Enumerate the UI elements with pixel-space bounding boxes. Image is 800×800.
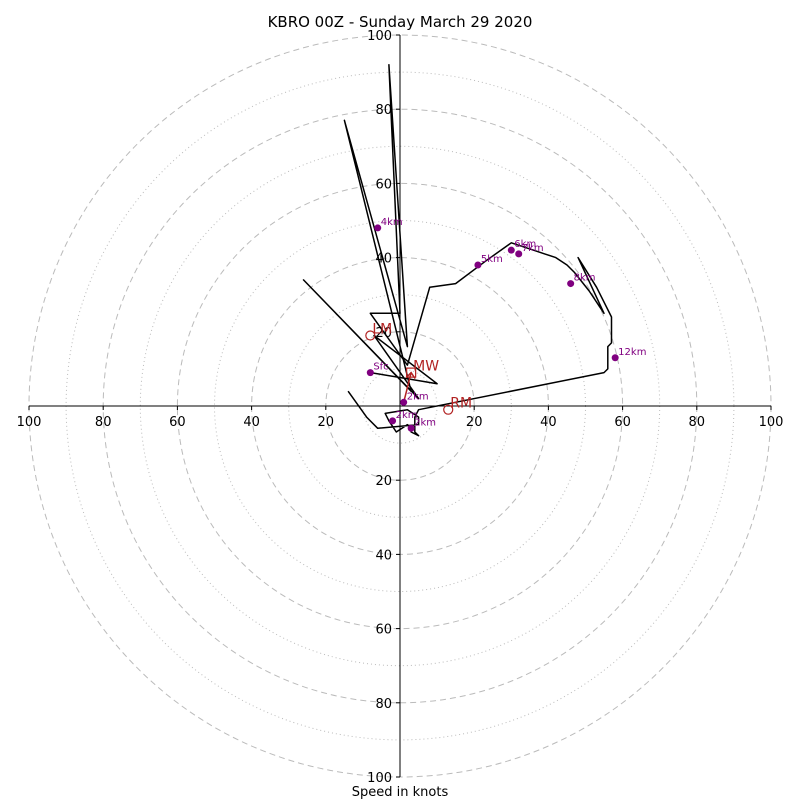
height-marker bbox=[515, 250, 523, 258]
y-tick-label: 40 bbox=[375, 548, 392, 563]
x-tick-label: 20 bbox=[318, 415, 335, 430]
x-tick-label: 100 bbox=[17, 415, 42, 430]
x-tick-label: 80 bbox=[95, 415, 112, 430]
height-marker-label: 6km bbox=[514, 239, 536, 250]
y-tick-label: 60 bbox=[375, 177, 392, 192]
storm-motion-marker bbox=[443, 404, 454, 415]
height-marker bbox=[389, 417, 397, 425]
x-axis-label: Speed in knots bbox=[352, 785, 449, 800]
hodograph-trace-line bbox=[302, 63, 613, 437]
motion-marker-label: RM bbox=[450, 396, 472, 412]
x-tick-label: 100 bbox=[759, 415, 784, 430]
height-marker-label: 5km bbox=[481, 254, 503, 265]
x-tick-label: 60 bbox=[169, 415, 186, 430]
height-marker bbox=[474, 261, 482, 269]
axes bbox=[29, 35, 771, 777]
height-marker-label: 7km bbox=[522, 243, 544, 254]
height-marker bbox=[407, 424, 415, 432]
height-marker bbox=[400, 398, 408, 406]
y-tick-label: 60 bbox=[375, 623, 392, 638]
wind-trace bbox=[302, 63, 613, 437]
height-marker bbox=[611, 354, 619, 362]
x-tick-label: 40 bbox=[243, 415, 260, 430]
chart-title: KBRO 00Z - Sunday March 29 2020 bbox=[268, 13, 533, 31]
height-marker-label: 2km bbox=[396, 410, 418, 421]
height-marker bbox=[366, 369, 374, 377]
storm-motion-markers: LM MW RM bbox=[365, 322, 472, 415]
height-marker-label: 2km bbox=[407, 391, 429, 402]
motion-marker-label: LM bbox=[372, 322, 392, 338]
height-marker bbox=[507, 246, 515, 254]
x-tick-label: 80 bbox=[689, 415, 706, 430]
y-tick-label: 80 bbox=[375, 103, 392, 118]
height-marker-label: Sfc bbox=[373, 362, 388, 373]
x-tick-labels: 100 80 60 40 20 20 40 60 80 100 bbox=[17, 406, 784, 430]
height-marker bbox=[374, 224, 382, 232]
height-marker-label: 2km bbox=[414, 417, 436, 428]
height-marker bbox=[567, 280, 575, 288]
x-tick-label: 20 bbox=[466, 415, 483, 430]
storm-motion-marker bbox=[365, 330, 376, 341]
height-marker-label: 12km bbox=[618, 347, 646, 358]
y-tick-label: 20 bbox=[375, 474, 392, 489]
height-marker-label: 4km bbox=[381, 217, 403, 228]
height-marker-label: 8km bbox=[574, 273, 596, 284]
motion-marker-label: MW bbox=[413, 359, 439, 375]
y-tick-label: 100 bbox=[367, 771, 392, 786]
y-tick-label: 80 bbox=[375, 697, 392, 712]
mean-wind-marker bbox=[406, 367, 417, 378]
y-tick-label: 100 bbox=[367, 29, 392, 44]
x-tick-label: 40 bbox=[540, 415, 557, 430]
x-tick-label: 60 bbox=[614, 415, 631, 430]
